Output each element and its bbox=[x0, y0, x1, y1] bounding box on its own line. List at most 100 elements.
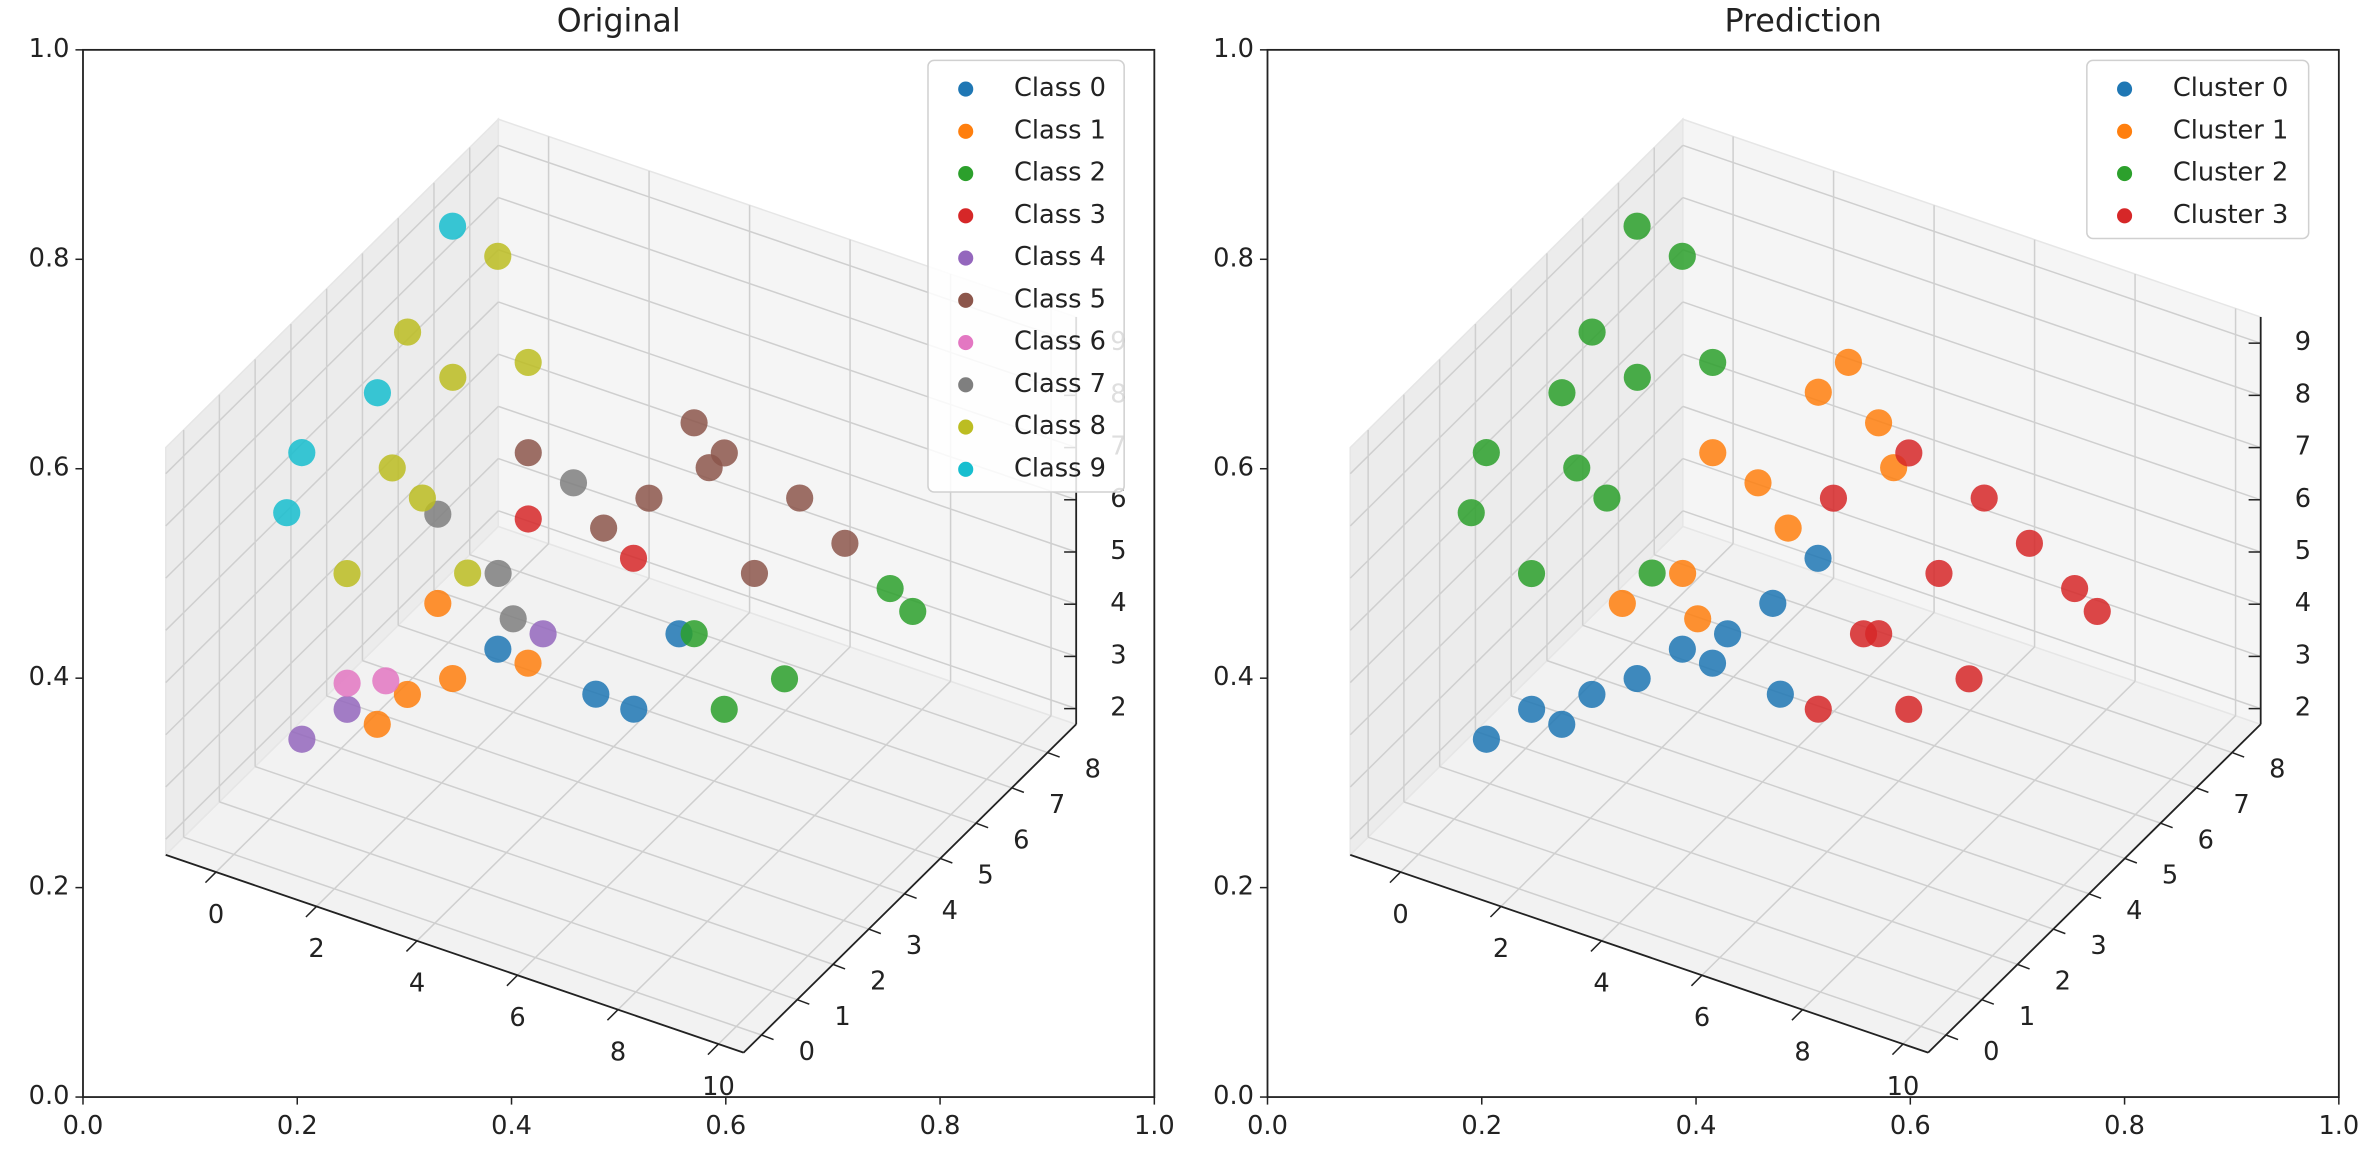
point bbox=[273, 499, 301, 527]
z3d-tick-label: 6 bbox=[2295, 484, 2311, 514]
y3d-tick-label: 4 bbox=[942, 896, 958, 926]
tick-mark bbox=[2053, 928, 2066, 935]
tick-mark bbox=[707, 1043, 720, 1056]
subplot: 0246810012345678234567890.00.20.40.60.81… bbox=[29, 4, 1175, 1142]
legend-marker bbox=[958, 81, 974, 97]
point bbox=[1744, 469, 1772, 497]
point bbox=[333, 559, 361, 588]
y3d-tick-label: 3 bbox=[906, 931, 922, 961]
tick-mark bbox=[1690, 974, 1703, 987]
grid-line bbox=[183, 836, 762, 1036]
y3d-tick-label: 0 bbox=[1983, 1037, 1999, 1067]
point bbox=[1548, 710, 1576, 738]
point bbox=[1834, 348, 1863, 376]
point bbox=[770, 665, 799, 693]
legend-label: Class 2 bbox=[1014, 158, 1106, 188]
grid-line bbox=[326, 695, 905, 895]
legend-box bbox=[927, 59, 1125, 493]
y-tick-label: 0.2 bbox=[1213, 872, 1254, 902]
point bbox=[378, 454, 406, 482]
grid-line bbox=[165, 197, 499, 527]
point bbox=[590, 514, 618, 542]
y3d-tick-label: 8 bbox=[2269, 755, 2285, 785]
y-tick-label: 0.2 bbox=[29, 872, 70, 902]
point bbox=[559, 469, 588, 497]
x3d-tick-label: 8 bbox=[610, 1037, 626, 1067]
tick-mark bbox=[1011, 787, 1025, 794]
point bbox=[1684, 605, 1712, 633]
y3d-tick-label: 2 bbox=[2055, 966, 2071, 996]
grid-line bbox=[717, 715, 1052, 1045]
point bbox=[620, 695, 648, 723]
y3d-tick-label: 0 bbox=[799, 1037, 815, 1067]
tick-mark bbox=[606, 1009, 619, 1021]
y3d-tick-label: 4 bbox=[2126, 896, 2142, 926]
legend-label: Class 7 bbox=[1014, 369, 1106, 399]
legend-marker bbox=[2117, 166, 2133, 182]
point bbox=[363, 379, 392, 407]
x-tick-label: 0.2 bbox=[277, 1111, 318, 1141]
chart-title: Original bbox=[557, 4, 681, 40]
x-tick-label: 0.2 bbox=[1461, 1111, 1502, 1141]
tick-mark bbox=[1590, 940, 1603, 952]
grid-line bbox=[1682, 144, 2261, 344]
legend-marker bbox=[958, 166, 974, 182]
z3d-tick-label: 5 bbox=[2295, 536, 2311, 566]
chart-title: Prediction bbox=[1724, 4, 1881, 40]
point bbox=[1865, 620, 1893, 648]
point bbox=[1865, 409, 1893, 437]
grid-line bbox=[165, 405, 499, 736]
tick-mark bbox=[1791, 1009, 1804, 1021]
tick-mark bbox=[1981, 998, 1995, 1005]
grid-line bbox=[254, 765, 834, 966]
y3d-tick-label: 5 bbox=[2162, 861, 2178, 891]
y-tick-label: 1.0 bbox=[1213, 34, 1254, 64]
point bbox=[438, 212, 467, 240]
grid-line bbox=[1682, 510, 2261, 710]
grid-line bbox=[219, 801, 798, 1001]
y3d-tick-label: 6 bbox=[1013, 825, 1029, 855]
z3d-tick-label: 7 bbox=[2295, 432, 2311, 462]
z3d-tick-label: 5 bbox=[1110, 536, 1126, 566]
tick-mark bbox=[832, 963, 846, 970]
grid-line bbox=[1439, 765, 2018, 966]
z3d-tick-label: 3 bbox=[2295, 640, 2311, 670]
point bbox=[899, 597, 927, 626]
grid-line bbox=[1682, 196, 2261, 397]
tick-mark bbox=[2231, 751, 2245, 758]
point bbox=[514, 505, 542, 533]
grid-line bbox=[1500, 577, 1835, 907]
legend-label: Cluster 2 bbox=[2173, 158, 2288, 188]
point bbox=[1518, 695, 1546, 723]
tick-mark bbox=[405, 940, 418, 952]
legend-label: Class 6 bbox=[1014, 327, 1106, 357]
x-tick-label: 0.8 bbox=[920, 1111, 961, 1141]
tick-mark bbox=[2196, 787, 2209, 794]
point bbox=[1698, 649, 1727, 677]
x-tick-label: 0.6 bbox=[705, 1111, 746, 1141]
point bbox=[1759, 589, 1787, 617]
legend-box bbox=[2086, 59, 2310, 240]
point bbox=[484, 635, 512, 663]
grid-line bbox=[1801, 680, 2136, 1011]
grid-line bbox=[1653, 554, 2233, 754]
point bbox=[1925, 559, 1953, 588]
axes-frame bbox=[1266, 48, 2340, 1098]
point bbox=[1819, 484, 1848, 512]
legend-marker bbox=[958, 250, 974, 266]
y-tick-label: 0.6 bbox=[29, 453, 70, 483]
z3d-tick-label: 9 bbox=[2295, 327, 2311, 357]
x-tick-label: 0.8 bbox=[2104, 1111, 2145, 1141]
point bbox=[514, 439, 542, 467]
grid-line bbox=[1618, 589, 2197, 789]
point bbox=[1895, 695, 1923, 723]
point bbox=[1669, 559, 1697, 588]
grid-line bbox=[290, 730, 870, 930]
point bbox=[1578, 680, 1606, 709]
point bbox=[786, 484, 814, 512]
x3d-tick-label: 6 bbox=[1694, 1003, 1710, 1033]
point bbox=[1623, 665, 1651, 693]
tick-mark bbox=[204, 871, 217, 884]
z3d-tick-label: 3 bbox=[1110, 640, 1126, 670]
legend-label: Cluster 1 bbox=[2173, 115, 2288, 145]
